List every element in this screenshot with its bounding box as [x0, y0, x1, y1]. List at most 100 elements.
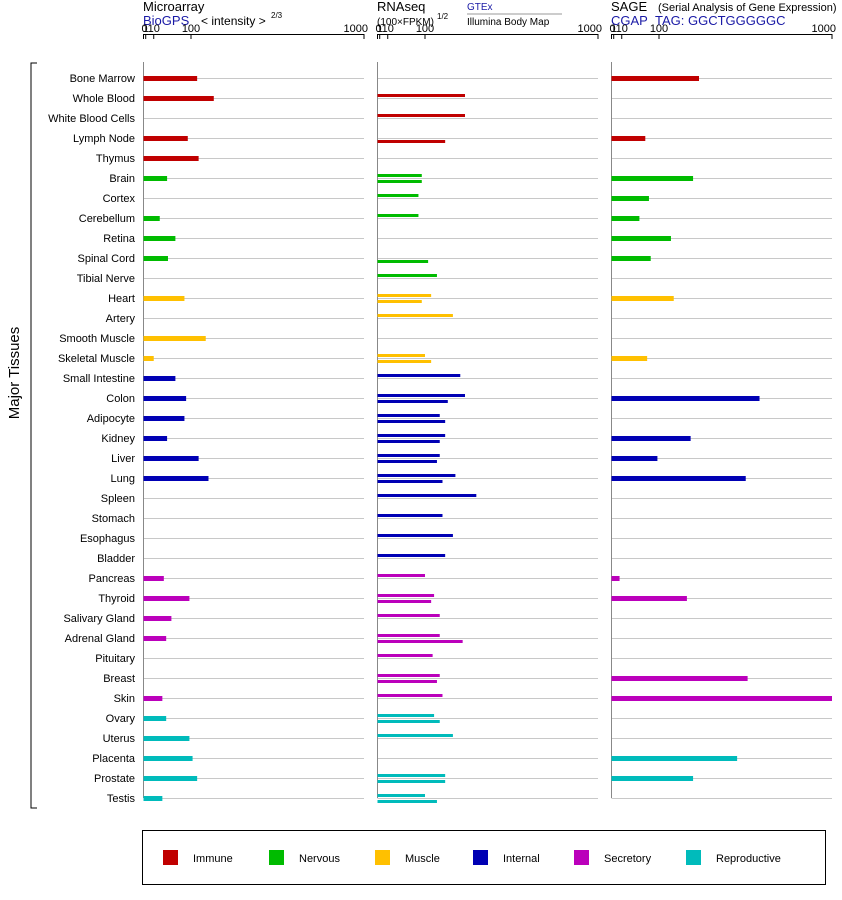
rnaseq-bar-esophagus-gtex	[377, 534, 453, 537]
tissue-label-ovary: Ovary	[106, 713, 136, 725]
legend-label-internal: Internal	[503, 853, 540, 865]
rnaseq-source-illumina: Illumina Body Map	[467, 17, 550, 28]
sage-subtitle: (Serial Analysis of Gene Expression)	[658, 2, 837, 14]
tissue-label-brain: Brain	[109, 173, 135, 185]
tissue-label-bone-marrow: Bone Marrow	[70, 73, 135, 85]
microarray-tick-label-1000: 1000	[344, 23, 368, 35]
sage-tick-label-1: 1	[611, 23, 617, 35]
rnaseq-bar-small-intestine-gtex	[377, 374, 461, 377]
sage-bar-bone-marrow	[611, 76, 700, 81]
rnaseq-bar-thyroid-gtex	[377, 594, 435, 597]
rnaseq-bar-ovary-illumina	[377, 720, 440, 723]
tissue-label-bladder: Bladder	[97, 553, 135, 565]
tissue-label-white-blood-cells: White Blood Cells	[48, 113, 135, 125]
sage-bar-brain	[611, 176, 694, 181]
microarray-unit: < intensity >	[201, 14, 266, 28]
rnaseq-bar-uterus-gtex	[377, 734, 453, 737]
microarray-bar-prostate	[143, 776, 198, 781]
microarray-source: BioGPS	[143, 13, 190, 28]
rnaseq-bar-cortex-gtex	[377, 194, 419, 197]
tissue-label-salivary-gland: Salivary Gland	[63, 613, 135, 625]
rnaseq-bar-lymph-node-illumina	[377, 140, 446, 143]
rnaseq-bar-cerebellum-gtex	[377, 214, 419, 217]
legend-label-nervous: Nervous	[299, 853, 340, 865]
microarray-bar-testis	[143, 796, 163, 801]
rnaseq-bar-adipocyte-gtex	[377, 414, 440, 417]
tissue-label-skeletal-muscle: Skeletal Muscle	[58, 353, 135, 365]
rnaseq-tick-label-1: 1	[377, 23, 383, 35]
sage-bar-skeletal-muscle	[611, 356, 648, 361]
microarray-bar-ovary	[143, 716, 167, 721]
microarray-bar-skin	[143, 696, 163, 701]
tissue-label-thymus: Thymus	[96, 153, 136, 165]
rnaseq-title: RNAseq	[377, 0, 425, 14]
microarray-unit-exponent: 2/3	[271, 11, 283, 20]
microarray-bar-salivary-gland	[143, 616, 172, 621]
tissue-label-lung: Lung	[111, 473, 135, 485]
sage-bar-lymph-node	[611, 136, 646, 141]
legend-swatch-secretory	[574, 850, 589, 865]
sage-bar-breast	[611, 676, 748, 681]
tissue-label-pituitary: Pituitary	[95, 653, 135, 665]
rnaseq-bar-testis-illumina	[377, 800, 437, 803]
tissue-labels: Bone Marrow Whole Blood White Blood Cells L…	[48, 73, 136, 805]
rnaseq-bar-lung-gtex	[377, 474, 456, 477]
sage-header: SAGE (Serial Analysis of Gene Expression…	[611, 0, 837, 28]
microarray-bar-lymph-node	[143, 136, 188, 141]
tissue-label-esophagus: Esophagus	[80, 533, 136, 545]
tissue-label-artery: Artery	[106, 313, 136, 325]
tissue-label-adrenal-gland: Adrenal Gland	[65, 633, 135, 645]
tissue-label-stomach: Stomach	[92, 513, 135, 525]
microarray-bar-thymus	[143, 156, 199, 161]
sage-tag: TAG: GGCTGGGGGC	[655, 13, 785, 28]
microarray-bar-adipocyte	[143, 416, 185, 421]
sage-bar-retina	[611, 236, 671, 241]
rnaseq-bar-liver-gtex	[377, 454, 440, 457]
sage-bar-kidney	[611, 436, 691, 441]
rnaseq-tick-label-0: 0	[375, 23, 381, 35]
rnaseq-bar-skeletal-muscle-gtex	[377, 354, 426, 357]
microarray-bar-skeletal-muscle	[143, 356, 154, 361]
tissue-label-small-intestine: Small Intestine	[63, 373, 135, 385]
rnaseq-bar-breast-illumina	[377, 680, 437, 683]
rnaseq-source-gtex: GTEx	[467, 2, 493, 13]
microarray-bar-colon	[143, 396, 187, 401]
sage-tick-label-10: 10	[616, 23, 628, 35]
sage-title: SAGE	[611, 0, 647, 14]
sage-bar-prostate	[611, 776, 694, 781]
rnaseq-bar-lung-illumina	[377, 480, 443, 483]
sage-bar-cerebellum	[611, 216, 640, 221]
tissue-label-testis: Testis	[107, 793, 136, 805]
tissue-label-liver: Liver	[111, 453, 135, 465]
microarray-bar-pancreas	[143, 576, 164, 581]
rnaseq-tick-label-10: 10	[382, 23, 394, 35]
rnaseq-bar-brain-illumina	[377, 180, 422, 183]
rnaseq-bar-skin-gtex	[377, 694, 443, 697]
rnaseq-bar-heart-illumina	[377, 300, 422, 303]
tissue-label-pancreas: Pancreas	[89, 573, 136, 585]
rnaseq-bar-testis-gtex	[377, 794, 426, 797]
rnaseq-bar-salivary-gland-gtex	[377, 614, 440, 617]
rnaseq-bar-bladder-gtex	[377, 554, 446, 557]
rnaseq-unit-exponent: 1/2	[437, 12, 449, 21]
microarray-bar-heart	[143, 296, 185, 301]
tissue-label-whole-blood: Whole Blood	[73, 93, 135, 105]
legend-label-muscle: Muscle	[405, 853, 440, 865]
legend-label-immune: Immune	[193, 853, 233, 865]
rnaseq-bar-breast-gtex	[377, 674, 440, 677]
rnaseq-tick-label-100: 100	[416, 23, 434, 35]
microarray-bar-cerebellum	[143, 216, 160, 221]
rnaseq-bar-pancreas-gtex	[377, 574, 426, 577]
rnaseq-bar-spinal-cord-illumina	[377, 260, 429, 263]
rnaseq-bar-pituitary-gtex	[377, 654, 433, 657]
tissue-label-uterus: Uterus	[103, 733, 136, 745]
tissue-label-cerebellum: Cerebellum	[79, 213, 135, 225]
microarray-bar-lung	[143, 476, 209, 481]
legend-swatch-immune	[163, 850, 178, 865]
tissue-label-heart: Heart	[108, 293, 135, 305]
rnaseq-bar-artery-gtex	[377, 314, 453, 317]
microarray-bar-smooth-muscle	[143, 336, 206, 341]
legend-swatch-reproductive	[686, 850, 701, 865]
